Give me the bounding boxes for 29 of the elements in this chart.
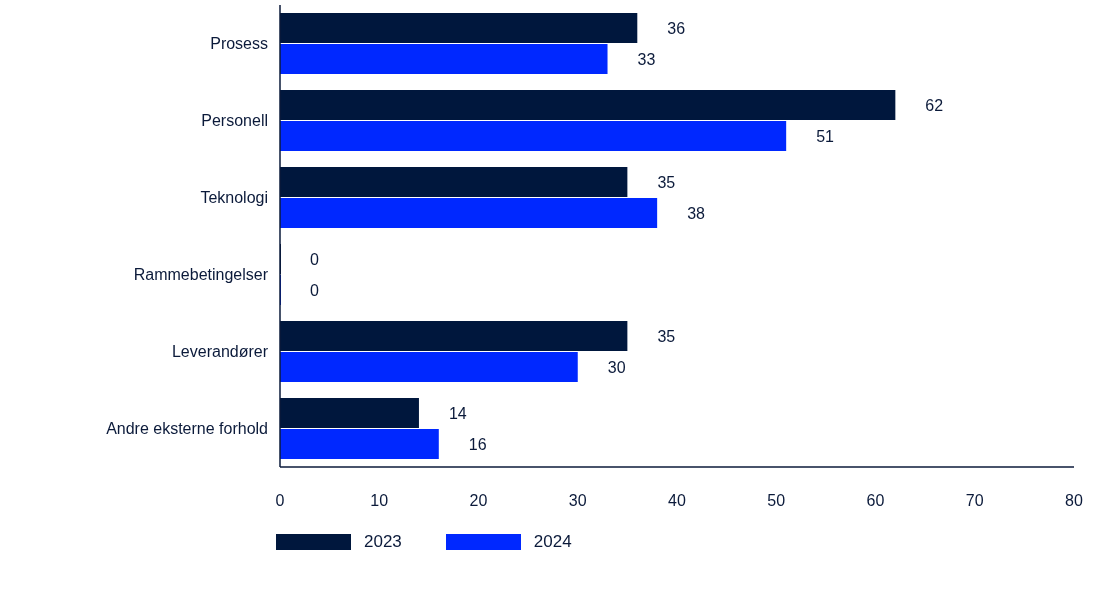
data-label: 33 (637, 50, 656, 68)
data-label: 38 (687, 204, 706, 222)
data-label: 36 (667, 19, 686, 37)
y-tick-label: Teknologi (200, 189, 268, 207)
data-label: 62 (925, 96, 944, 114)
x-tick-label: 50 (767, 492, 786, 510)
data-label: 35 (657, 327, 676, 345)
data-label: 14 (448, 404, 467, 422)
x-tick-label: 70 (965, 492, 984, 510)
x-tick-label: 60 (866, 492, 885, 510)
legend-label: 2023 (364, 532, 402, 552)
data-label: 35 (657, 173, 676, 191)
y-tick-label: Prosess (210, 35, 268, 53)
y-tick-label: Leverandører (171, 343, 269, 361)
x-tick-label: 80 (1065, 492, 1083, 510)
x-tick-label: 10 (370, 492, 389, 510)
data-label: 0 (310, 250, 319, 268)
y-tick-label: Rammebetingelser (133, 266, 269, 284)
y-tick-label: Andre eksterne forhold (106, 420, 268, 438)
x-tick-label: 0 (275, 492, 285, 510)
x-tick-label: 40 (668, 492, 686, 510)
x-tick-label: 20 (469, 492, 488, 510)
y-tick-label: Personell (201, 112, 268, 130)
legend-label: 2024 (533, 532, 572, 552)
data-label: 30 (607, 358, 626, 376)
x-tick-label: 30 (568, 492, 587, 510)
data-label: 16 (468, 435, 487, 453)
data-label: 0 (310, 281, 319, 299)
data-label: 51 (816, 127, 835, 145)
